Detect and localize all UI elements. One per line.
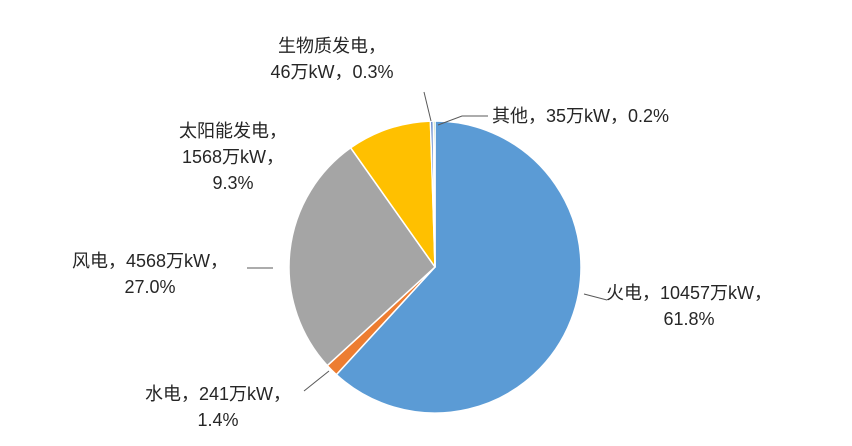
label-line: 1.4% bbox=[197, 410, 239, 430]
label-thermal: 火电，10457万kW， 61.8% bbox=[606, 280, 772, 332]
label-line: 水电，241万kW， bbox=[144, 384, 292, 404]
pie-slice-3 bbox=[288, 147, 436, 367]
leader-line-thermal bbox=[583, 293, 608, 301]
label-hydro: 水电，241万kW， 1.4% bbox=[145, 381, 291, 433]
label-line: 27.0% bbox=[124, 277, 176, 297]
label-line: 1568万kW， bbox=[181, 147, 285, 167]
label-line: 46万kW，0.3% bbox=[270, 62, 394, 82]
leader-line-biomass bbox=[423, 91, 432, 122]
label-line: 火电，10457万kW， bbox=[606, 283, 773, 303]
pie-slices bbox=[288, 120, 582, 414]
pie-slice-4 bbox=[349, 120, 436, 268]
label-line: 其他，35万kW，0.2% bbox=[492, 106, 670, 126]
label-biomass: 生物质发电， 46万kW，0.3% bbox=[270, 33, 393, 85]
label-wind: 风电，4568万kW， 27.0% bbox=[72, 248, 228, 300]
label-line: 61.8% bbox=[663, 309, 715, 329]
label-line: 生物质发电， bbox=[277, 36, 386, 56]
pie-slice-1 bbox=[335, 120, 582, 414]
label-line: 风电，4568万kW， bbox=[71, 251, 229, 271]
leader-line-other bbox=[437, 115, 488, 126]
pie-slice-6 bbox=[432, 120, 436, 268]
leader-line-hydro bbox=[303, 370, 330, 392]
label-solar: 太阳能发电， 1568万kW， 9.3% bbox=[179, 118, 287, 196]
label-line: 太阳能发电， bbox=[179, 121, 287, 141]
label-line: 9.3% bbox=[212, 173, 254, 193]
label-other: 其他，35万kW，0.2% bbox=[492, 103, 669, 129]
